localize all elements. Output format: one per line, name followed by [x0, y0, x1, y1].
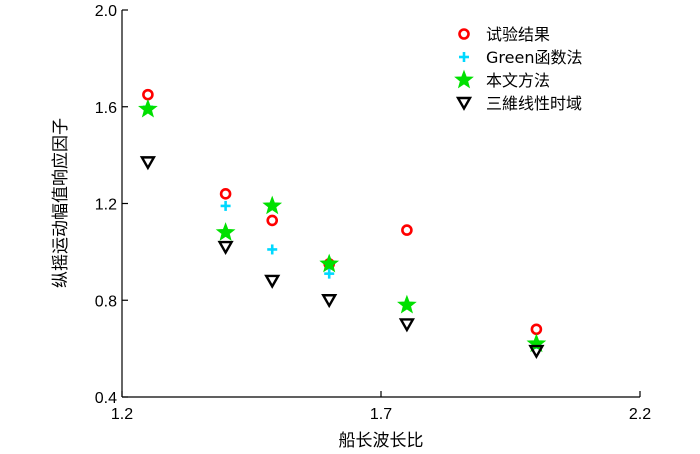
data-point	[267, 244, 278, 255]
legend-label: Green函数法	[486, 48, 582, 67]
legend-marker	[458, 28, 470, 40]
legend-label: 试验结果	[486, 25, 550, 44]
x-ticks: 1.2 1.7 2.2	[111, 391, 651, 423]
data-point	[266, 214, 279, 227]
data-points	[138, 88, 547, 359]
data-point	[220, 200, 231, 211]
y-tick-label: 2.0	[95, 3, 117, 20]
x-tick-label: 2.2	[629, 406, 651, 423]
x-tick-label: 1.2	[111, 406, 133, 423]
data-point	[219, 188, 232, 200]
legend-label: 三維线性时域	[486, 94, 582, 113]
y-axis-title: 纵摇运动幅值响应因子	[51, 118, 71, 288]
y-tick-label: 1.2	[95, 197, 117, 214]
data-point	[142, 88, 154, 101]
data-point	[262, 195, 283, 215]
data-point	[401, 224, 413, 236]
data-point	[397, 294, 417, 314]
legend-marker	[454, 69, 474, 89]
data-point	[319, 253, 340, 273]
legend-marker	[455, 96, 473, 111]
y-tick-label: 1.6	[95, 100, 117, 117]
y-tick-label: 0.8	[95, 293, 117, 310]
y-tick-label: 0.4	[95, 390, 117, 407]
x-axis-title: 船长波长比	[339, 431, 424, 451]
legend-label: 本文方法	[486, 71, 550, 90]
data-point	[139, 156, 156, 171]
data-point	[526, 333, 547, 353]
x-tick-label: 1.7	[370, 406, 392, 423]
data-point	[264, 274, 281, 289]
data-point	[398, 318, 415, 333]
data-point	[324, 268, 335, 279]
y-ticks: 0.4 0.8 1.2 1.6 2.0	[95, 3, 128, 407]
legend-marker	[459, 52, 469, 62]
data-point	[217, 240, 234, 255]
data-point	[215, 222, 236, 241]
data-point	[530, 323, 543, 336]
data-point	[138, 98, 158, 118]
data-point	[528, 344, 545, 359]
data-point	[321, 294, 338, 309]
